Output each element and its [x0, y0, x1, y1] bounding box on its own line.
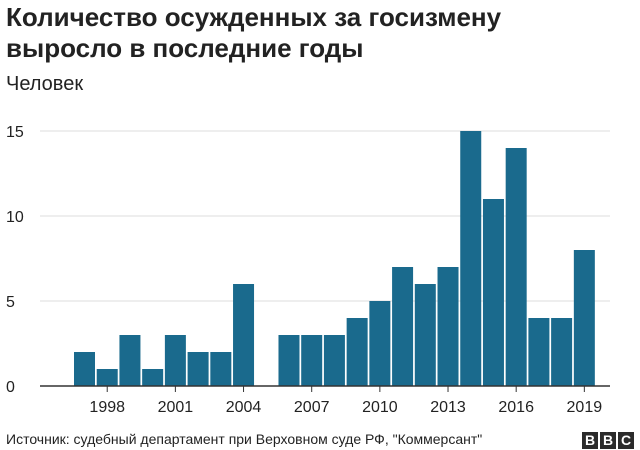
bar-2000 [142, 369, 164, 386]
bar-1998 [96, 369, 118, 386]
y-tick-label: 10 [6, 209, 24, 226]
bar-2012 [414, 284, 436, 386]
bar-2007 [301, 335, 323, 386]
chart-title-line-2: выросло в последние годы [6, 33, 364, 63]
bar-1997 [74, 352, 95, 386]
x-tick-label: 2019 [567, 399, 603, 416]
bar-layer [74, 131, 595, 386]
bar-2003 [210, 352, 232, 386]
logo-letter: B [600, 432, 616, 449]
bar-2001 [164, 335, 186, 386]
y-tick-label: 0 [6, 379, 15, 396]
source-note: Источник: судебный департамент при Верхо… [6, 431, 483, 447]
bar-2015 [482, 199, 504, 386]
x-tick-label: 2013 [430, 399, 466, 416]
x-tick-label: 2001 [158, 399, 194, 416]
logo-letter: C [618, 432, 634, 449]
bar-2009 [346, 318, 368, 386]
bar-2013 [437, 267, 459, 386]
chart-title-line-1: Количество осужденных за госизмену [6, 2, 502, 32]
bar-2002 [187, 352, 209, 386]
y-axis-unit-label: Человек [6, 73, 84, 95]
bar-2019 [573, 250, 595, 386]
bar-2006 [278, 335, 300, 386]
chart-title: Количество осужденных за госизмену вырос… [6, 2, 626, 64]
x-tick-label: 2007 [294, 399, 330, 416]
bar-2016 [505, 148, 527, 386]
logo-letter: B [582, 432, 598, 449]
bar-2014 [460, 131, 482, 386]
bar-2011 [392, 267, 414, 386]
x-tick-label: 2010 [362, 399, 398, 416]
x-tick-label: 2016 [498, 399, 534, 416]
bbc-logo: B B C [582, 432, 634, 449]
x-tick-label: 1998 [89, 399, 125, 416]
axis-layer: 0 5 10 15 1998 2001 2004 2007 2010 2013 2016 2019 [6, 124, 610, 416]
bar-2018 [551, 318, 573, 386]
y-tick-label: 5 [6, 294, 15, 311]
y-tick-label: 15 [6, 124, 24, 141]
x-tick-label: 2004 [226, 399, 262, 416]
bar-2008 [323, 335, 345, 386]
bar-2017 [528, 318, 550, 386]
bar-2010 [369, 301, 391, 386]
bar-1999 [119, 335, 141, 386]
bar-2004 [233, 284, 255, 386]
